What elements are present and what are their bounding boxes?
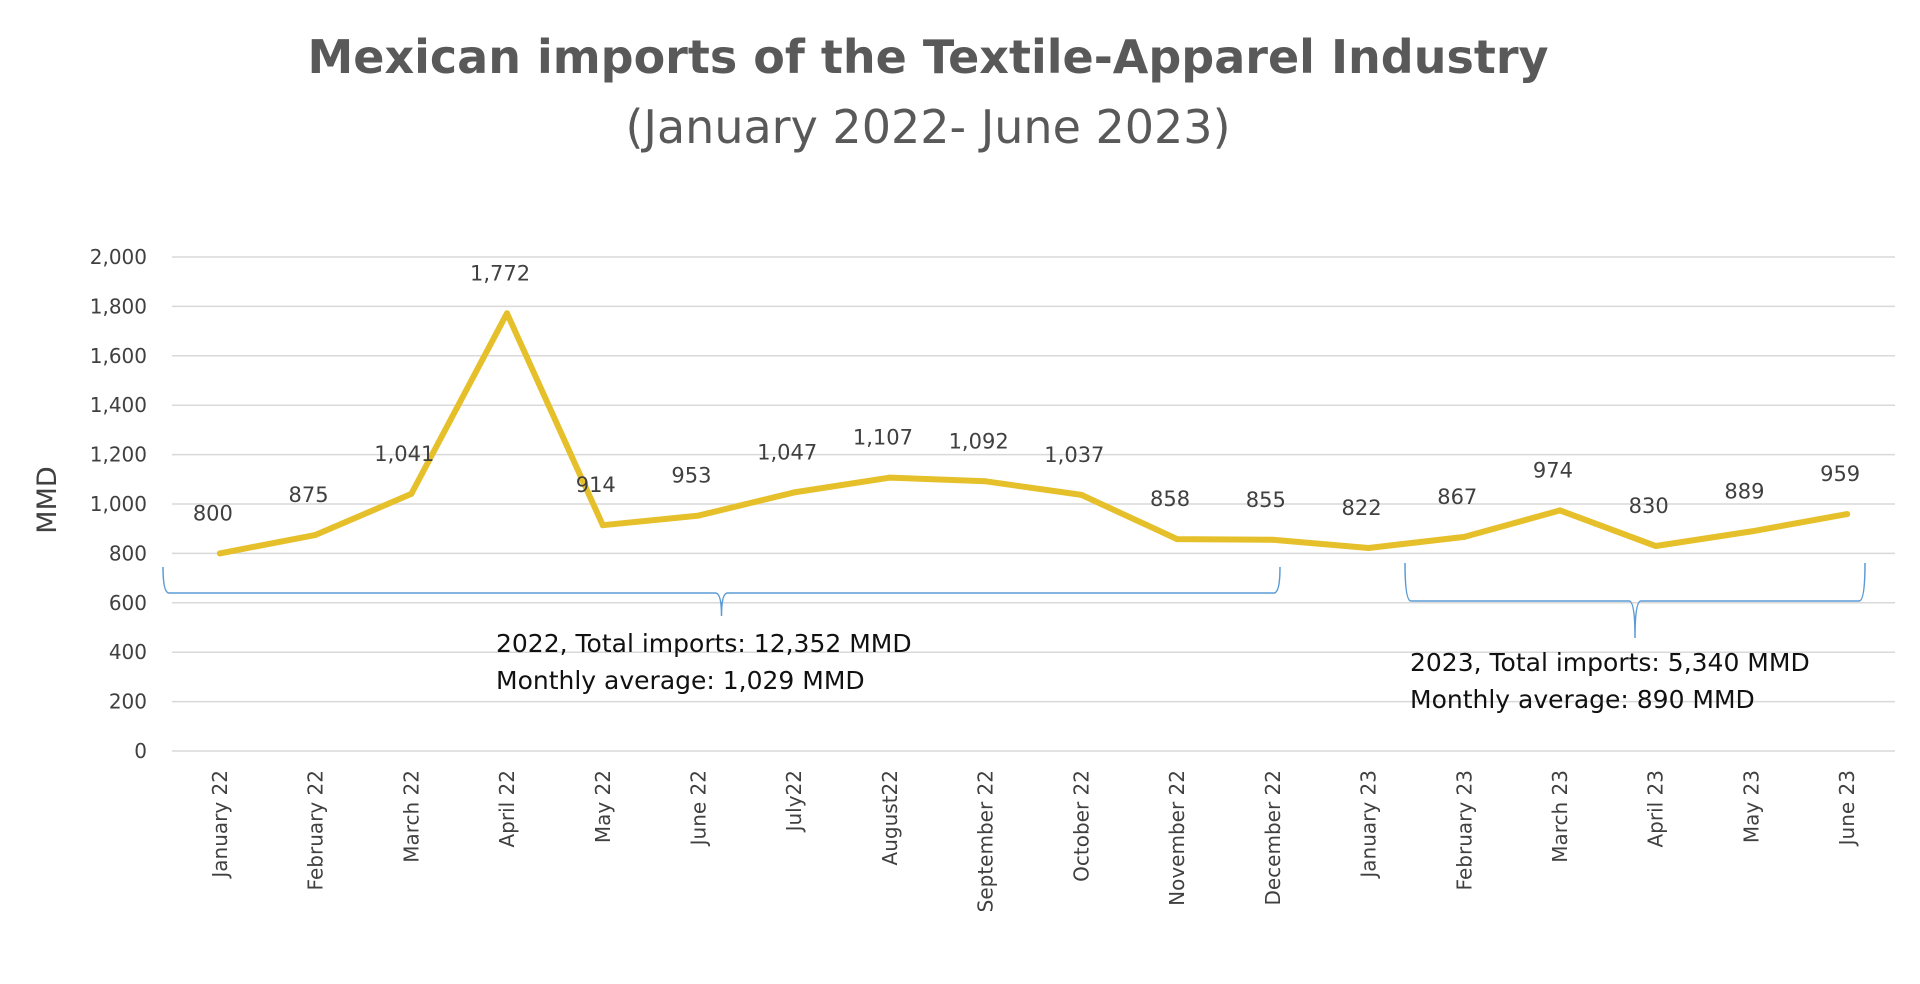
x-tick-label: March 22 <box>399 770 423 863</box>
x-tick-label: March 23 <box>1548 770 1572 863</box>
x-tick-label: February 22 <box>304 770 328 890</box>
data-point <box>216 550 223 557</box>
chart-subtitle: (January 2022- June 2023) <box>625 100 1230 154</box>
x-tick-label: May 22 <box>591 770 615 843</box>
x-tick-label: June 22 <box>686 770 710 847</box>
annotations: 2022, Total imports: 12,352 MMD Monthly a… <box>162 562 1866 714</box>
x-tick-label: January 22 <box>208 770 232 880</box>
data-label: 914 <box>576 473 616 497</box>
data-point <box>1078 491 1085 498</box>
x-tick-label: June 23 <box>1835 770 1859 847</box>
annotation-average: Monthly average: 890 MMD <box>1410 685 1755 714</box>
data-label: 1,092 <box>949 429 1009 453</box>
data-label: 830 <box>1629 494 1669 518</box>
period-brace <box>1404 562 1866 639</box>
data-label: 959 <box>1820 462 1860 486</box>
x-axis-ticks: January 22 February 22 March 22 April 22 May… <box>208 770 1859 912</box>
data-label: 953 <box>671 464 711 488</box>
data-point <box>504 310 511 317</box>
series-layer <box>216 310 1851 557</box>
y-axis-label: MMD <box>32 466 63 533</box>
y-tick-label: 1,000 <box>90 492 147 516</box>
x-tick-label: October 22 <box>1069 770 1093 882</box>
data-point <box>312 531 319 538</box>
data-point <box>982 478 989 485</box>
x-tick-label: September 22 <box>974 770 998 912</box>
annotation-total: 2023, Total imports: 5,340 MMD <box>1410 648 1810 677</box>
data-label: 1,772 <box>470 261 530 285</box>
y-tick-label: 1,200 <box>90 443 147 467</box>
data-label: 889 <box>1724 479 1764 503</box>
y-tick-label: 400 <box>109 640 147 664</box>
x-tick-label: July22 <box>782 770 806 833</box>
data-label: 1,047 <box>757 440 817 464</box>
x-tick-label: May 23 <box>1739 770 1763 843</box>
x-tick-label: February 23 <box>1452 770 1476 890</box>
data-point <box>408 490 415 497</box>
y-tick-label: 600 <box>109 591 147 615</box>
data-label: 800 <box>193 501 233 525</box>
y-tick-label: 1,600 <box>90 344 147 368</box>
y-tick-label: 1,800 <box>90 294 147 318</box>
data-label: 867 <box>1437 485 1477 509</box>
y-tick-label: 0 <box>134 739 147 763</box>
x-tick-label: December 22 <box>1261 770 1285 906</box>
x-tick-label: April 22 <box>495 770 519 848</box>
x-tick-label: January 23 <box>1357 770 1381 880</box>
data-label: 855 <box>1246 488 1286 512</box>
chart-title: Mexican imports of the Textile-Apparel I… <box>307 30 1548 84</box>
data-point <box>1269 536 1276 543</box>
y-tick-label: 2,000 <box>90 245 147 269</box>
data-point <box>1652 542 1659 549</box>
period-brace <box>162 566 1281 617</box>
data-label: 1,037 <box>1044 443 1104 467</box>
data-label: 875 <box>289 483 329 507</box>
data-point <box>886 474 893 481</box>
data-point <box>1748 528 1755 535</box>
x-tick-label: November 22 <box>1165 770 1189 906</box>
data-label: 822 <box>1341 496 1381 520</box>
data-point <box>1365 544 1372 551</box>
data-label: 974 <box>1533 458 1573 482</box>
x-tick-label: April 23 <box>1644 770 1668 848</box>
data-point <box>1844 511 1851 518</box>
y-tick-label: 1,400 <box>90 393 147 417</box>
data-point <box>1556 507 1563 514</box>
data-label: 1,041 <box>374 442 434 466</box>
series-line <box>216 310 1851 557</box>
data-point <box>695 512 702 519</box>
data-labels: 800 875 1,041 1,772 914 953 1,047 1,107 1,092 1,0… <box>193 261 1860 525</box>
data-point <box>1461 533 1468 540</box>
annotation-total: 2022, Total imports: 12,352 MMD <box>496 629 912 658</box>
y-tick-label: 200 <box>109 690 147 714</box>
y-tick-label: 800 <box>109 541 147 565</box>
data-point <box>599 522 606 529</box>
gridlines <box>172 256 1895 752</box>
annotation-average: Monthly average: 1,029 MMD <box>496 666 865 695</box>
data-point <box>791 489 798 496</box>
data-point <box>1174 536 1181 543</box>
data-label: 1,107 <box>853 426 913 450</box>
y-axis-ticks: 0 200 400 600 800 1,000 1,200 1,400 1,600 1,800 2,… <box>90 245 147 763</box>
data-label: 858 <box>1150 487 1190 511</box>
x-tick-label: August22 <box>878 770 902 865</box>
